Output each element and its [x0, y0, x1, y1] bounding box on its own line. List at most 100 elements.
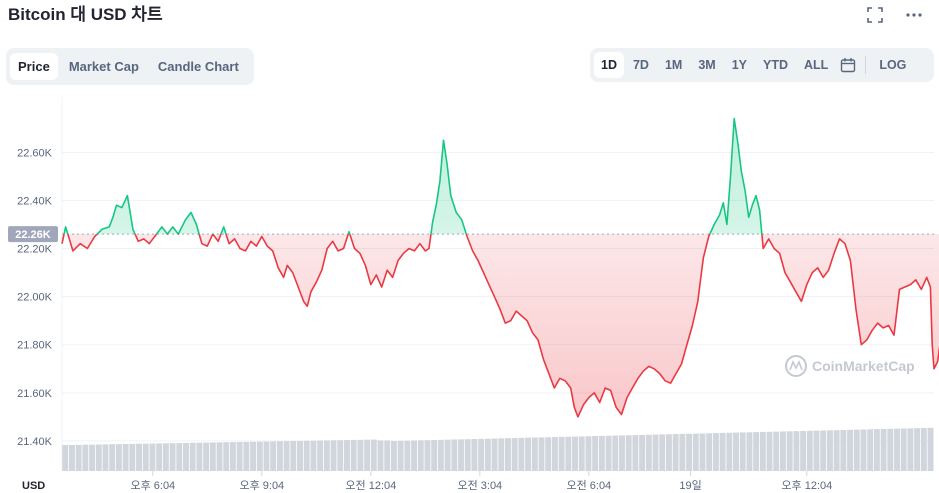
volume-bar: [458, 439, 464, 471]
volume-bar: [920, 428, 927, 471]
y-tick-label: 21.80K: [17, 340, 53, 352]
volume-bar: [270, 441, 277, 471]
volume-bar: [397, 440, 404, 471]
coinmarketcap-logo-icon: [785, 355, 807, 377]
currency-label: USD: [22, 480, 45, 492]
watermark-text: CoinMarketCap: [812, 358, 915, 374]
volume-bar: [746, 432, 753, 471]
volume-bar: [283, 441, 290, 471]
volume-bar: [424, 440, 431, 471]
log-toggle[interactable]: LOG: [879, 58, 907, 72]
more-icon-glyph: [906, 13, 922, 17]
volume-bar: [330, 440, 337, 471]
volume-bar: [786, 431, 793, 471]
chart-title: Bitcoin 대 USD 차트: [8, 5, 163, 24]
range-all[interactable]: ALL: [804, 58, 829, 72]
coinmarketcap-watermark: CoinMarketCap: [785, 355, 915, 377]
reference-price-badge: 22.26K: [8, 226, 58, 243]
volume-bar: [538, 437, 545, 471]
volume-bar: [142, 443, 149, 471]
volume-bar: [417, 440, 424, 471]
volume-bar: [310, 440, 317, 471]
volume-bar: [813, 430, 820, 471]
volume-bar: [592, 436, 599, 471]
y-tick-label: 21.40K: [17, 436, 53, 448]
more-icon[interactable]: [903, 6, 925, 28]
volume-bar: [384, 440, 391, 471]
y-tick-label: 22.20K: [17, 244, 53, 256]
volume-bar: [471, 439, 478, 471]
volume-bar: [692, 433, 699, 471]
fullscreen-icon-glyph: [867, 7, 883, 23]
volume-bar: [652, 434, 659, 471]
volume-bar: [531, 437, 538, 471]
volume-bar: [491, 438, 498, 471]
volume-bar: [377, 440, 384, 471]
range-ytd[interactable]: YTD: [763, 58, 789, 72]
volume-bar: [632, 435, 639, 471]
volume-bar: [276, 441, 283, 471]
volume-bar: [136, 443, 142, 471]
volume-bar: [290, 441, 297, 471]
range-3m[interactable]: 3M: [698, 58, 716, 72]
volume-bar: [69, 444, 75, 471]
calendar-icon[interactable]: [837, 56, 859, 74]
reference-price-badge-bg: [8, 226, 58, 243]
volume-bar: [706, 433, 713, 471]
volume-bar: [558, 436, 565, 471]
volume-bar: [75, 444, 82, 471]
volume-bar: [753, 432, 760, 471]
volume-bar: [344, 440, 350, 471]
x-tick-label: 오전 6:04: [566, 479, 611, 492]
price-line: [61, 117, 939, 418]
x-tick-label: 오전 3:04: [457, 479, 502, 492]
tab-price[interactable]: Price: [10, 53, 58, 80]
volume-bar: [826, 430, 833, 471]
volume-bar: [350, 439, 357, 471]
volume-bar: [833, 430, 840, 471]
volume-bar: [907, 428, 914, 471]
volume-bar: [115, 444, 122, 471]
volume-bar: [176, 443, 183, 471]
volume-bar: [672, 434, 679, 471]
volume-bar: [484, 438, 491, 471]
volume-bar: [216, 442, 223, 471]
volume-bar: [894, 428, 900, 471]
volume-bar: [726, 432, 733, 471]
volume-bar: [236, 441, 243, 471]
volume-bar: [189, 442, 196, 471]
x-tick-label: 오전 12:04: [345, 479, 396, 492]
range-7d[interactable]: 7D: [632, 58, 649, 72]
volume-bar: [585, 436, 592, 471]
range-1y[interactable]: 1Y: [731, 58, 748, 72]
volume-bar: [800, 430, 807, 471]
volume-bar: [62, 445, 69, 471]
volume-bar: [478, 438, 485, 471]
volume-bar: [853, 429, 860, 471]
volume-bar: [256, 441, 263, 471]
x-tick-label: 오후 9:04: [239, 479, 284, 492]
volume-bar: [451, 439, 458, 471]
y-tick-label: 22.00K: [17, 292, 53, 304]
time-range-selector: 1D 7D 1M 3M 1Y YTD ALL LOG: [590, 48, 934, 82]
range-1d[interactable]: 1D: [594, 52, 624, 78]
volume-bar: [880, 428, 887, 471]
x-axis: 오후 6:04 오후 9:04 오전 12:04 오전 3:04 오전 6:04 19일 오…: [130, 471, 832, 492]
price-area-fill: [62, 118, 939, 417]
volume-bar: [317, 440, 324, 471]
volume-bar: [679, 433, 686, 471]
volume-bar: [820, 430, 827, 471]
range-1m[interactable]: 1M: [664, 58, 683, 72]
volume-bar: [645, 434, 652, 471]
volume-bar: [357, 439, 364, 471]
volume-bar: [109, 444, 116, 471]
tab-market-cap[interactable]: Market Cap: [68, 59, 139, 74]
volume-bar: [860, 429, 867, 471]
volume-bar: [149, 443, 156, 471]
volume-bar: [162, 443, 169, 471]
tab-candle-chart[interactable]: Candle Chart: [157, 59, 239, 74]
volume-bar: [390, 440, 397, 471]
fullscreen-icon[interactable]: [864, 6, 886, 28]
volume-bar: [699, 433, 706, 471]
volume-bar: [840, 429, 847, 471]
